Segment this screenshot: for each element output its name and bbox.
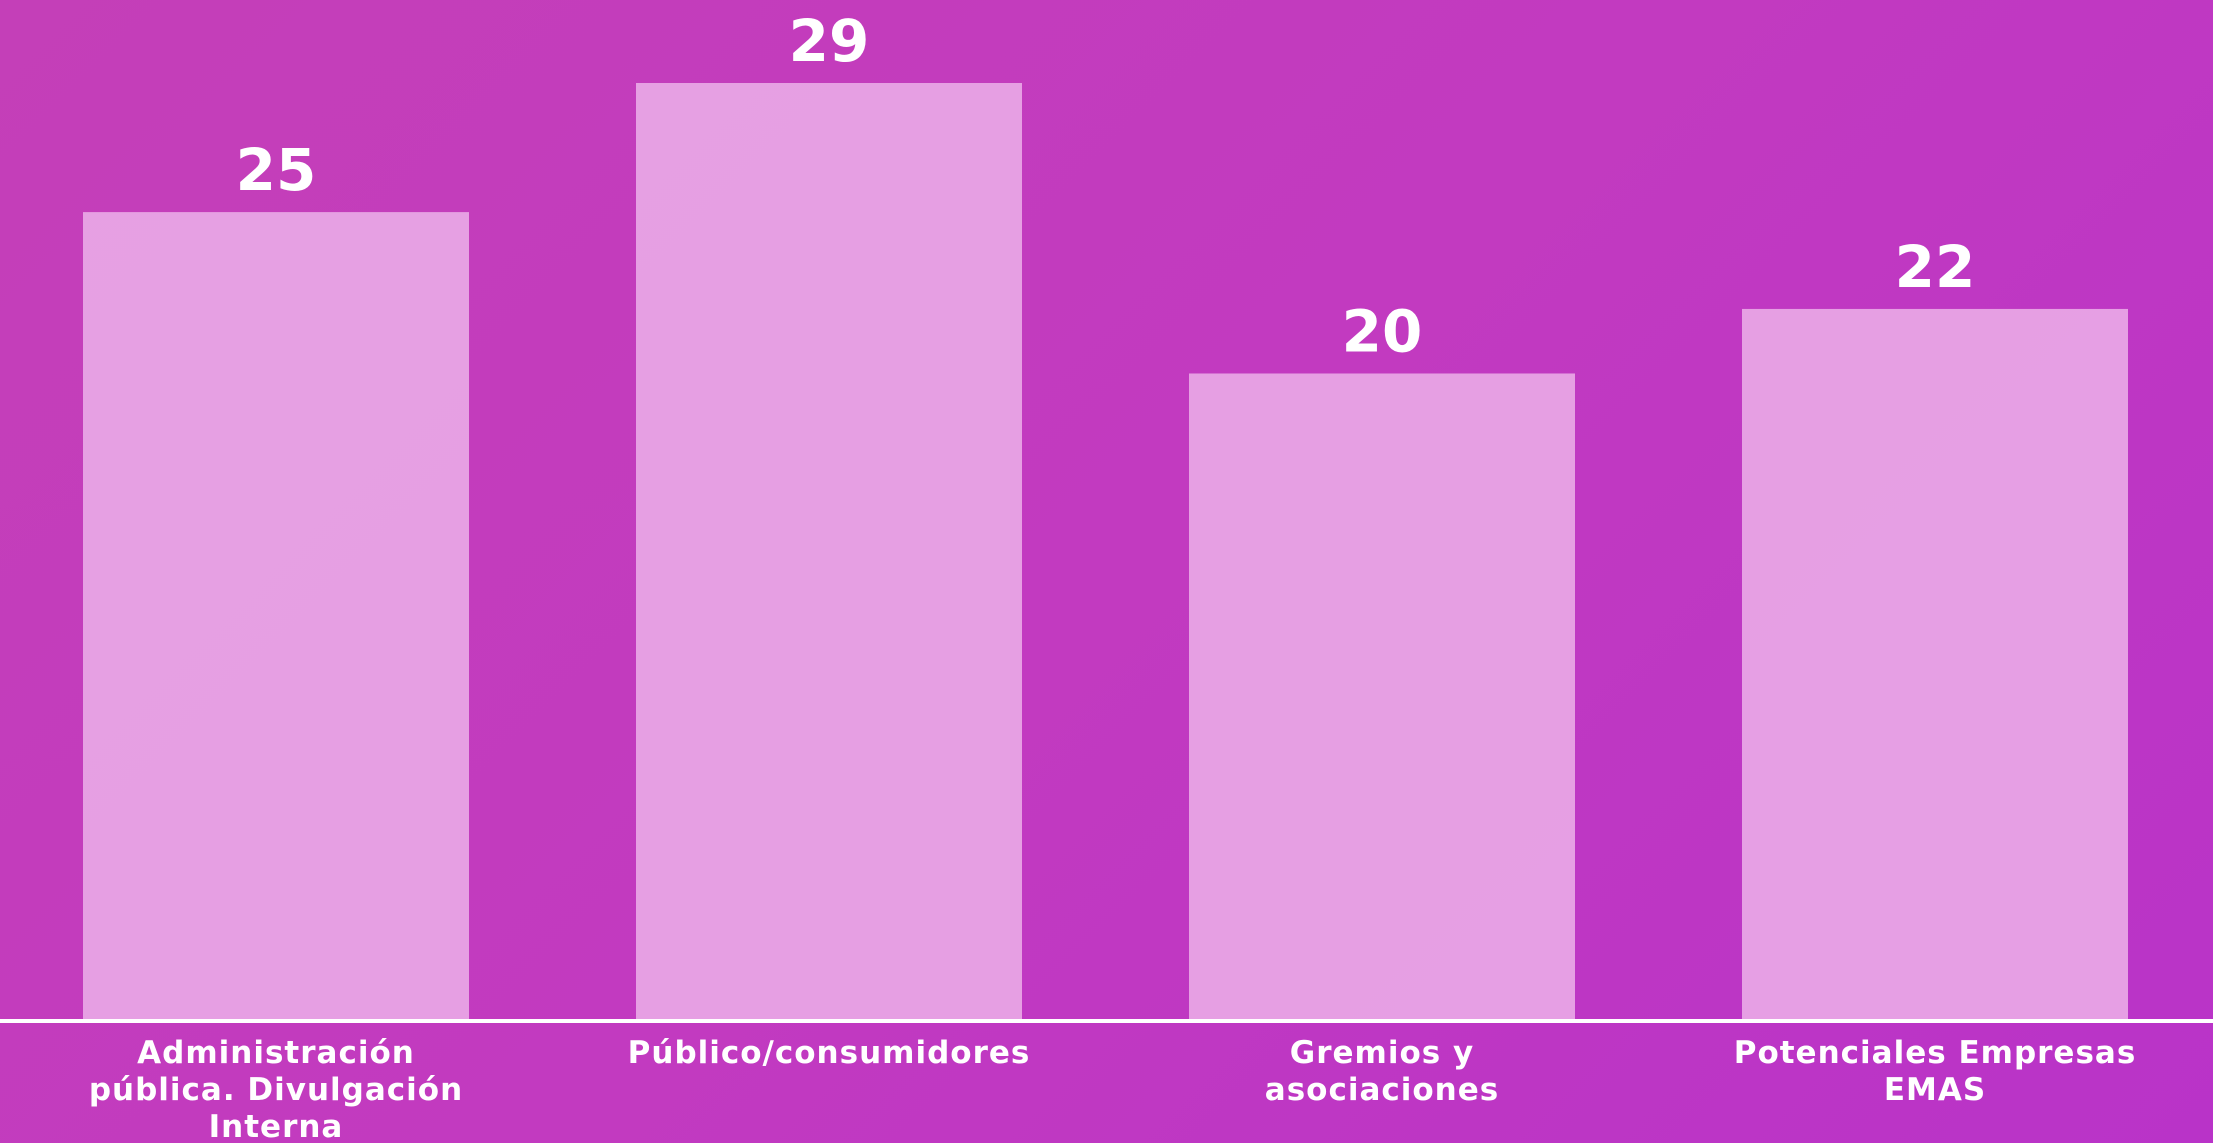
category-label-3: Gremios y asociaciones	[1265, 1035, 1499, 1108]
bar-4	[1742, 308, 2128, 1019]
value-label-4: 22	[1895, 233, 1976, 301]
category-label-line: EMAS	[1884, 1072, 1986, 1108]
category-label-line: pública. Divulgación	[89, 1072, 463, 1108]
bars-group	[83, 83, 2128, 1019]
category-label-1: Administración pública. Divulgación Intern…	[89, 1035, 463, 1143]
value-labels-group: 25 29 20 22	[236, 7, 1976, 365]
category-label-line: Potenciales Empresas	[1734, 1035, 2137, 1071]
bar-3	[1189, 373, 1575, 1019]
category-label-4: Potenciales Empresas EMAS	[1734, 1035, 2137, 1108]
category-labels-group: Administración pública. Divulgación Intern…	[89, 1035, 2137, 1143]
bar-2	[636, 83, 1022, 1019]
value-label-1: 25	[236, 136, 317, 204]
bar-1	[83, 212, 469, 1019]
category-label-line: Público/consumidores	[628, 1035, 1031, 1071]
category-label-line: Interna	[209, 1109, 344, 1143]
category-label-line: Gremios y	[1290, 1035, 1474, 1071]
value-label-2: 29	[789, 7, 870, 75]
category-label-2: Público/consumidores	[628, 1035, 1031, 1071]
value-label-3: 20	[1342, 297, 1423, 365]
category-label-line: asociaciones	[1265, 1072, 1499, 1108]
category-label-line: Administración	[137, 1035, 415, 1071]
